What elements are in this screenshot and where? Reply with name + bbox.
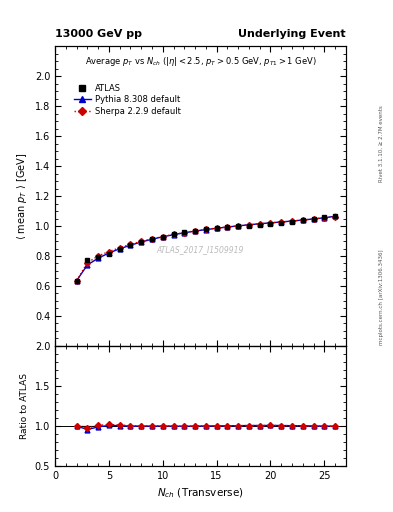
Text: ATLAS_2017_I1509919: ATLAS_2017_I1509919 [157, 245, 244, 254]
Text: mcplots.cern.ch [arXiv:1306.3436]: mcplots.cern.ch [arXiv:1306.3436] [379, 249, 384, 345]
Text: 13000 GeV pp: 13000 GeV pp [55, 29, 142, 38]
X-axis label: $N_{ch}$ (Transverse): $N_{ch}$ (Transverse) [157, 486, 244, 500]
Y-axis label: Ratio to ATLAS: Ratio to ATLAS [20, 373, 29, 439]
Text: Underlying Event: Underlying Event [238, 29, 346, 38]
Text: Average $p_T$ vs $N_{ch}$ ($|\eta| < 2.5$, $p_T > 0.5$ GeV, $p_{T1} > 1$ GeV): Average $p_T$ vs $N_{ch}$ ($|\eta| < 2.5… [84, 55, 316, 68]
Legend: ATLAS, Pythia 8.308 default, Sherpa 2.2.9 default: ATLAS, Pythia 8.308 default, Sherpa 2.2.… [71, 80, 184, 119]
Y-axis label: $\langle$ mean $p_T$ $\rangle$ [GeV]: $\langle$ mean $p_T$ $\rangle$ [GeV] [15, 153, 29, 240]
Text: Rivet 3.1.10, ≥ 2.7M events: Rivet 3.1.10, ≥ 2.7M events [379, 105, 384, 182]
